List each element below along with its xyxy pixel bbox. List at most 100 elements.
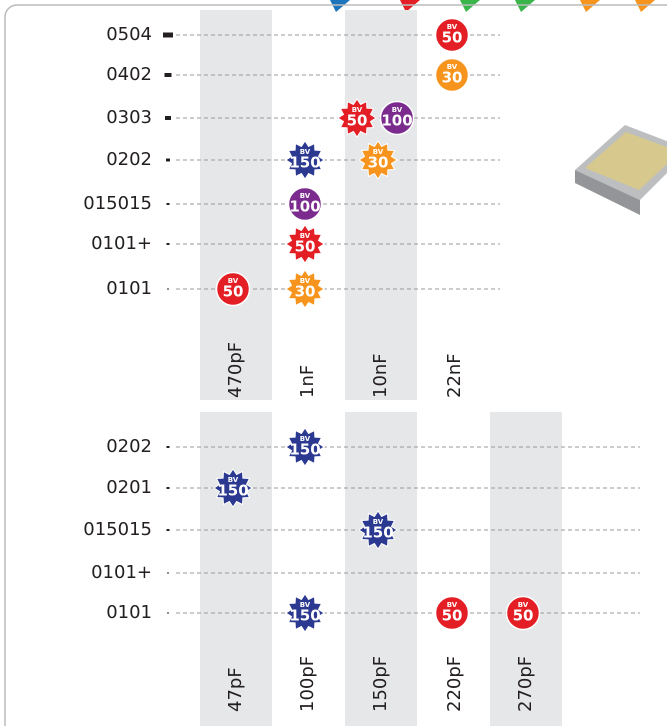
row-label: 0202 <box>106 149 152 170</box>
column-label: 270pF <box>515 656 536 712</box>
badge-circle <box>434 57 470 93</box>
badge-star <box>285 269 325 309</box>
badge-circle <box>505 595 541 631</box>
size-marker <box>166 203 170 205</box>
badge-value: 50 <box>295 238 316 256</box>
column-label: 150pF <box>370 656 391 712</box>
badge-star <box>285 140 325 180</box>
size-marker <box>166 487 170 489</box>
row-label: 0402 <box>106 64 152 85</box>
badge-prefix: BV <box>228 277 239 285</box>
badge-value: 150 <box>289 154 320 172</box>
badge-value: 100 <box>381 112 412 130</box>
badge-prefix: BV <box>447 63 458 71</box>
row-label: 015015 <box>83 519 152 540</box>
size-marker <box>166 243 170 245</box>
badge-value: 150 <box>289 607 320 625</box>
badge-circle <box>434 595 470 631</box>
badge-prefix: BV <box>447 601 458 609</box>
column-band <box>200 412 272 726</box>
badge-value: 50 <box>513 607 534 625</box>
column-label: 22nF <box>444 353 465 398</box>
badge-circle <box>379 100 415 136</box>
badge-prefix: BV <box>300 435 311 443</box>
badge-value: 50 <box>442 607 463 625</box>
chip-image <box>575 125 667 215</box>
size-marker <box>167 572 169 574</box>
size-marker <box>167 288 169 290</box>
badge-value: 100 <box>289 198 320 216</box>
row-label: 0101+ <box>91 562 152 583</box>
badge-star <box>213 468 253 508</box>
column-label: 10nF <box>370 353 391 398</box>
column-label: 47pF <box>225 667 246 712</box>
badge-star <box>285 427 325 467</box>
badge-value: 150 <box>217 482 248 500</box>
size-marker <box>163 32 173 38</box>
badge-value: 50 <box>223 283 244 301</box>
badge-prefix: BV <box>352 106 363 114</box>
badge-star <box>358 140 398 180</box>
badge-prefix: BV <box>373 518 384 526</box>
column-band <box>490 412 562 726</box>
row-label: 0201 <box>106 477 152 498</box>
size-marker <box>166 529 170 531</box>
badge-prefix: BV <box>300 232 311 240</box>
badge-value: 50 <box>442 29 463 47</box>
badge-star <box>337 98 377 138</box>
decoration <box>4 0 667 726</box>
row-label: 0504 <box>106 24 152 45</box>
badge-prefix: BV <box>228 476 239 484</box>
badge-prefix: BV <box>392 106 403 114</box>
column-band <box>345 10 417 400</box>
badge-value: 30 <box>295 283 316 301</box>
badge-star <box>285 593 325 633</box>
row-label: 015015 <box>83 193 152 214</box>
badge-prefix: BV <box>300 148 311 156</box>
column-label: 1nF <box>297 365 318 398</box>
badge-star <box>358 510 398 550</box>
size-marker <box>166 446 170 448</box>
badge-prefix: BV <box>518 601 529 609</box>
column-label: 220pF <box>444 656 465 712</box>
size-marker <box>165 116 171 120</box>
column-band <box>345 412 417 726</box>
row-label: 0101+ <box>91 233 152 254</box>
badge-prefix: BV <box>447 23 458 31</box>
badge-value: 150 <box>362 524 393 542</box>
badge-circle <box>215 271 251 307</box>
size-marker <box>164 73 172 77</box>
column-label: 100pF <box>297 656 318 712</box>
row-label: 0101 <box>106 602 152 623</box>
badge-star <box>285 224 325 264</box>
panel: 470pF 1nF 10nF 22nF 0504 0402 0303 0202 015015 01… <box>83 10 500 400</box>
badge-prefix: BV <box>300 192 311 200</box>
panel: 47pF 100pF 150pF 220pF 270pF 0202 0201 015015 01… <box>83 412 640 726</box>
row-label: 0202 <box>106 436 152 457</box>
badge-value: 150 <box>289 441 320 459</box>
size-marker <box>166 158 170 162</box>
badge-value: 30 <box>368 154 389 172</box>
column-label: 470pF <box>225 342 246 398</box>
size-marker <box>167 612 169 614</box>
badge-prefix: BV <box>300 601 311 609</box>
badge-value: 30 <box>442 69 463 87</box>
badge-value: 50 <box>347 112 368 130</box>
row-label: 0101 <box>106 278 152 299</box>
column-band <box>200 10 272 400</box>
badge-circle <box>434 17 470 53</box>
